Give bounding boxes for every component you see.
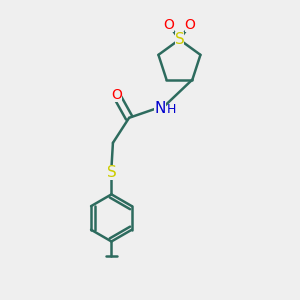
- Text: S: S: [106, 165, 116, 180]
- Text: S: S: [175, 32, 184, 47]
- Text: H: H: [167, 103, 176, 116]
- Text: O: O: [111, 88, 122, 102]
- Text: O: O: [184, 18, 195, 32]
- Text: N: N: [154, 101, 166, 116]
- Text: O: O: [164, 18, 174, 32]
